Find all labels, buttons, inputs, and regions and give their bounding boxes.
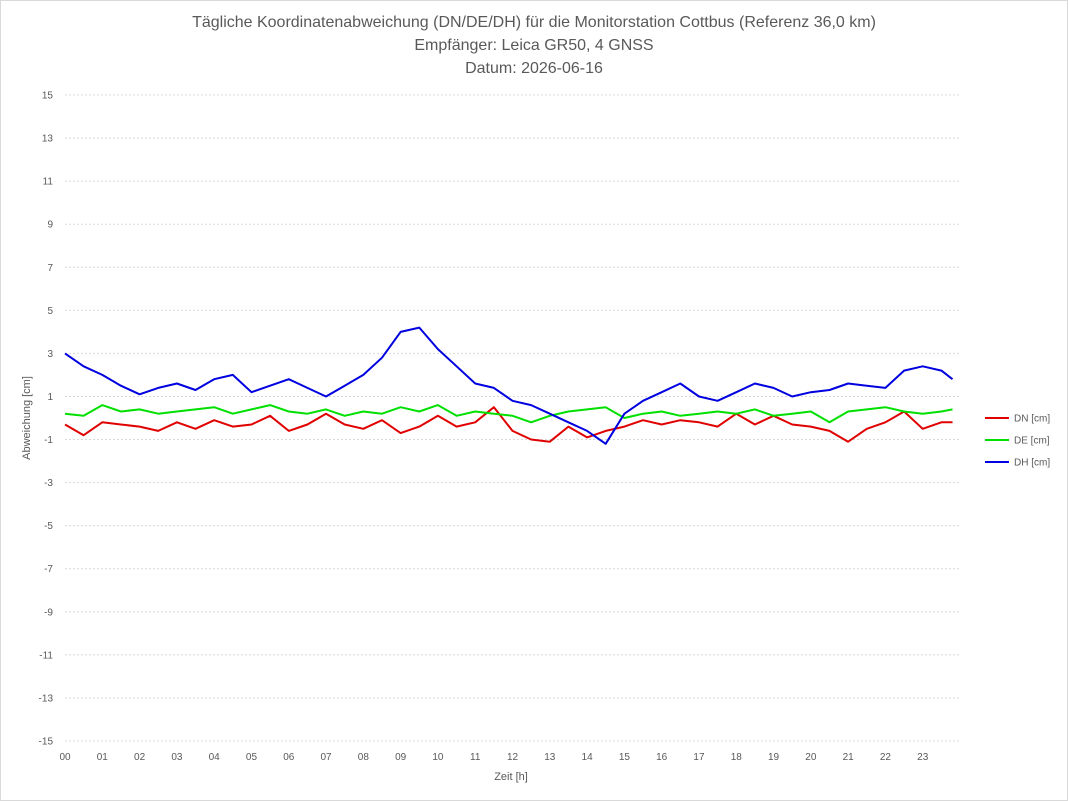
y-tick-label: 7: [47, 263, 53, 274]
grid-lines: [65, 94, 960, 742]
y-tick-label: -15: [39, 737, 54, 748]
x-tick-labels: 00 01 02 03 04 05 06 07 08 09 10 11 12 13 14 15 16 17 18 19…: [59, 752, 928, 763]
y-tick-label: -11: [39, 650, 53, 661]
x-tick-label: 06: [283, 752, 295, 763]
chart-title-line-3: Datum: 2026-06-16: [465, 60, 603, 77]
x-tick-label: 14: [582, 752, 594, 763]
x-tick-label: 13: [544, 752, 556, 763]
x-tick-label: 16: [656, 752, 668, 763]
x-tick-label: 20: [805, 752, 817, 763]
y-tick-label: -3: [44, 478, 53, 489]
y-tick-label: 5: [47, 306, 53, 317]
x-tick-label: 02: [134, 752, 146, 763]
x-tick-label: 22: [880, 752, 892, 763]
y-tick-label: 9: [47, 220, 53, 231]
chart-title-line-2: Empfänger: Leica GR50, 4 GNSS: [414, 37, 654, 54]
x-tick-label: 18: [731, 752, 743, 763]
x-tick-label: 17: [693, 752, 705, 763]
data-series: [64, 326, 954, 445]
legend-label: DH [cm]: [1014, 458, 1050, 469]
x-tick-label: 05: [246, 752, 258, 763]
legend: DN [cm] DE [cm] DH [cm]: [985, 414, 1050, 469]
x-tick-label: 12: [507, 752, 519, 763]
x-tick-label: 04: [209, 752, 221, 763]
legend-label: DN [cm]: [1014, 414, 1050, 425]
x-tick-label: 07: [320, 752, 332, 763]
x-tick-label: 08: [358, 752, 370, 763]
series-line-dn: [64, 406, 953, 443]
y-tick-label: 13: [42, 134, 54, 145]
legend-label: DE [cm]: [1014, 436, 1050, 447]
x-tick-label: 15: [619, 752, 631, 763]
x-tick-label: 23: [917, 752, 929, 763]
x-tick-label: 21: [843, 752, 855, 763]
y-axis-title: Abweichung [cm]: [21, 376, 33, 460]
y-tick-label: -1: [44, 435, 53, 446]
y-tick-label: -9: [44, 607, 53, 618]
y-tick-label: -7: [44, 564, 53, 575]
x-tick-label: 00: [59, 752, 71, 763]
series-line-de: [64, 404, 953, 424]
x-tick-label: 03: [171, 752, 183, 763]
y-tick-label: -13: [39, 693, 54, 704]
y-tick-label: -5: [44, 521, 53, 532]
x-axis-title: Zeit [h]: [494, 771, 528, 783]
y-tick-label: 1: [47, 392, 53, 403]
x-tick-label: 11: [470, 752, 481, 763]
x-tick-label: 10: [432, 752, 444, 763]
y-tick-label: 11: [43, 177, 54, 188]
chart-title-line-1: Tägliche Koordinatenabweichung (DN/DE/DH…: [192, 14, 876, 31]
y-tick-label: 15: [42, 91, 54, 102]
y-tick-label: 3: [47, 349, 53, 360]
x-tick-label: 09: [395, 752, 407, 763]
x-tick-label: 01: [97, 752, 109, 763]
y-tick-labels: 15 13 11 9 7 5 3 1 -1 -3 -5 -7 -9 -11 -13 -15: [39, 91, 54, 748]
series-line-dh: [64, 326, 954, 445]
x-tick-label: 19: [768, 752, 780, 763]
